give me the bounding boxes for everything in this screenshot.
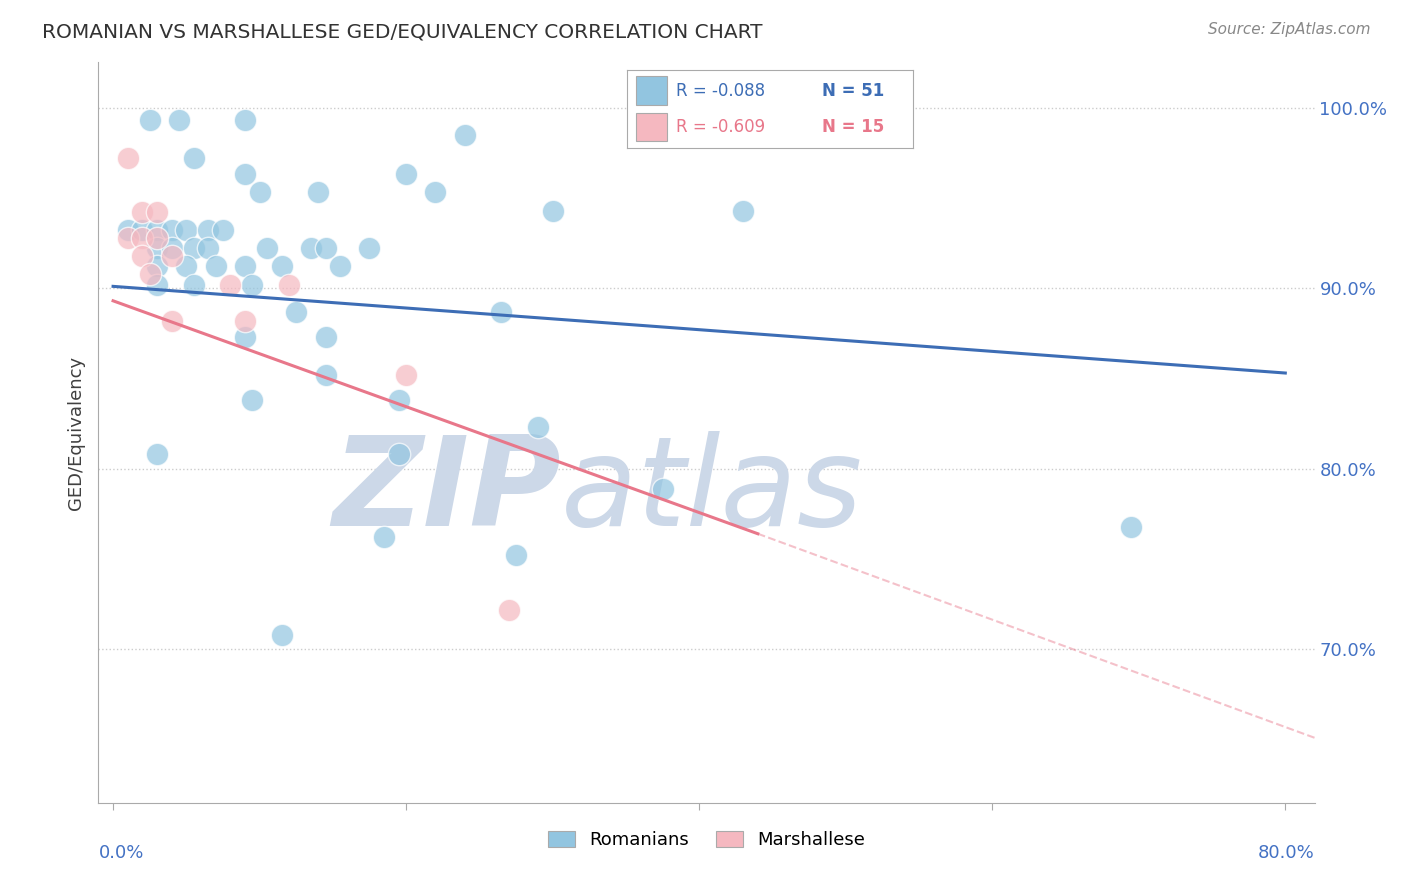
Point [183,242,205,256]
Point [131,223,153,237]
Point [117,151,139,165]
Point [131,230,153,244]
Point [277,277,299,292]
Point [315,242,337,256]
Point [425,186,447,200]
Point [117,223,139,237]
Point [233,260,256,274]
Text: atlas: atlas [561,432,863,552]
Point [146,230,169,244]
Point [183,277,205,292]
Point [307,186,329,200]
Point [138,113,160,128]
Point [256,242,278,256]
Point [204,260,226,274]
Point [183,151,205,165]
Point [197,223,219,237]
Y-axis label: GED/Equivalency: GED/Equivalency [66,356,84,509]
Point [285,304,308,318]
Point [233,168,256,182]
Point [299,242,322,256]
Point [388,447,411,461]
Point [270,628,292,642]
Point [160,249,183,263]
Point [491,304,513,318]
Point [527,420,550,434]
Point [733,203,755,218]
Point [233,330,256,344]
Point [146,242,169,256]
Point [117,230,139,244]
Text: ZIP: ZIP [332,432,561,552]
Point [1121,519,1143,533]
Point [505,549,527,563]
Point [160,223,183,237]
Point [146,205,169,219]
Point [315,330,337,344]
Point [329,260,352,274]
Point [240,277,263,292]
Point [176,223,198,237]
Point [651,482,673,496]
Point [146,447,169,461]
Point [146,277,169,292]
Point [233,113,256,128]
Point [212,223,235,237]
Point [138,267,160,281]
Point [240,393,263,408]
Point [454,128,477,142]
Point [395,368,418,382]
Point [270,260,292,274]
Point [219,277,242,292]
Point [315,368,337,382]
Point [146,223,169,237]
Point [176,260,198,274]
Point [395,168,418,182]
Point [131,249,153,263]
Text: Source: ZipAtlas.com: Source: ZipAtlas.com [1208,22,1371,37]
Point [373,530,395,544]
Point [131,205,153,219]
Point [388,393,411,408]
Text: ROMANIAN VS MARSHALLESE GED/EQUIVALENCY CORRELATION CHART: ROMANIAN VS MARSHALLESE GED/EQUIVALENCY … [42,22,762,41]
Point [160,242,183,256]
Point [249,186,271,200]
Point [541,203,564,218]
Point [167,113,190,128]
Legend: Romanians, Marshallese: Romanians, Marshallese [540,824,873,856]
Point [146,260,169,274]
Text: 80.0%: 80.0% [1258,844,1315,862]
Point [233,313,256,327]
Point [359,242,381,256]
Point [197,242,219,256]
Text: 0.0%: 0.0% [98,844,143,862]
Point [160,313,183,327]
Point [498,602,520,616]
